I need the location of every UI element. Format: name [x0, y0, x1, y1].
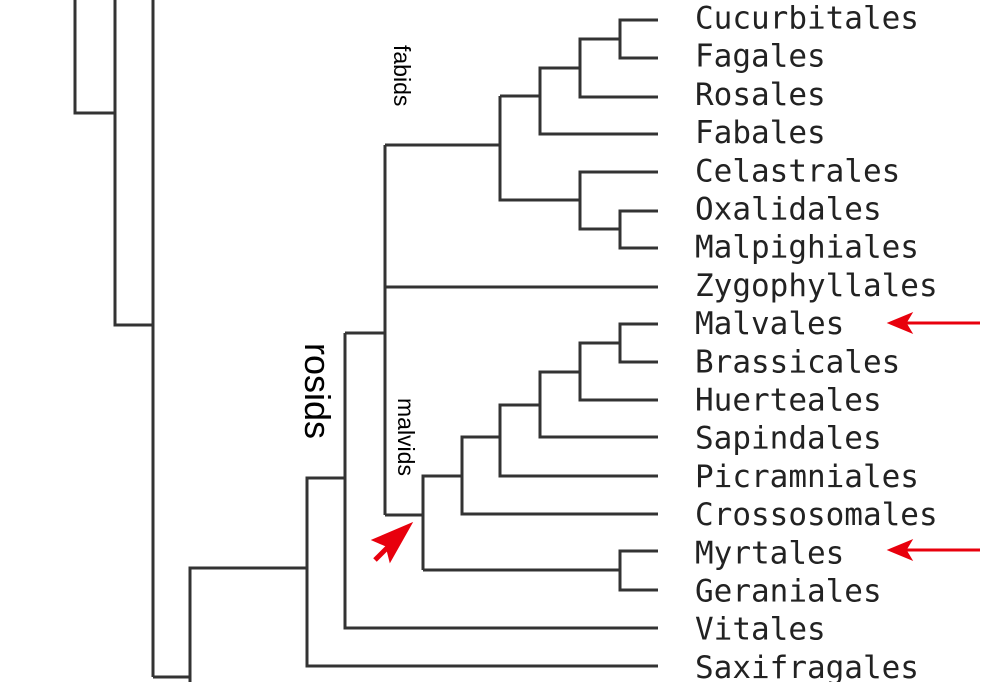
leaf-label: Brassicales [695, 344, 900, 380]
tree-branches [73, 0, 658, 682]
leaf-label: Huerteales [695, 383, 882, 419]
leaf-label: Celastrales [695, 153, 900, 189]
arrow-head [886, 538, 914, 562]
leaf-label: Myrtales [695, 535, 844, 571]
leaf-label: Crossosomales [695, 497, 938, 533]
leaf-label: Fabales [695, 115, 826, 151]
annotation-arrows [370, 311, 980, 564]
leaf-label: Oxalidales [695, 192, 882, 228]
clade-label: fabids [389, 45, 415, 106]
leaf-label: Rosales [695, 77, 826, 113]
leaf-label: Malvales [695, 306, 844, 342]
leaf-label: Sapindales [695, 421, 882, 457]
leaf-label: Picramniales [695, 459, 919, 495]
leaf-label: Malpighiales [695, 230, 919, 266]
leaf-labels: CucurbitalesFagalesRosalesFabalesCelastr… [695, 1, 938, 682]
leaf-label: Zygophyllales [695, 268, 938, 304]
leaf-label: Geraniales [695, 574, 882, 610]
leaf-label: Fagales [695, 39, 826, 75]
leaf-label: Cucurbitales [695, 1, 919, 37]
leaf-label: Saxifragales [695, 650, 919, 682]
leaf-label: Vitales [695, 612, 826, 648]
clade-label: rosids [297, 343, 338, 439]
clade-label: malvids [393, 398, 419, 476]
arrow-head [886, 311, 914, 335]
arrow-head [370, 521, 414, 564]
